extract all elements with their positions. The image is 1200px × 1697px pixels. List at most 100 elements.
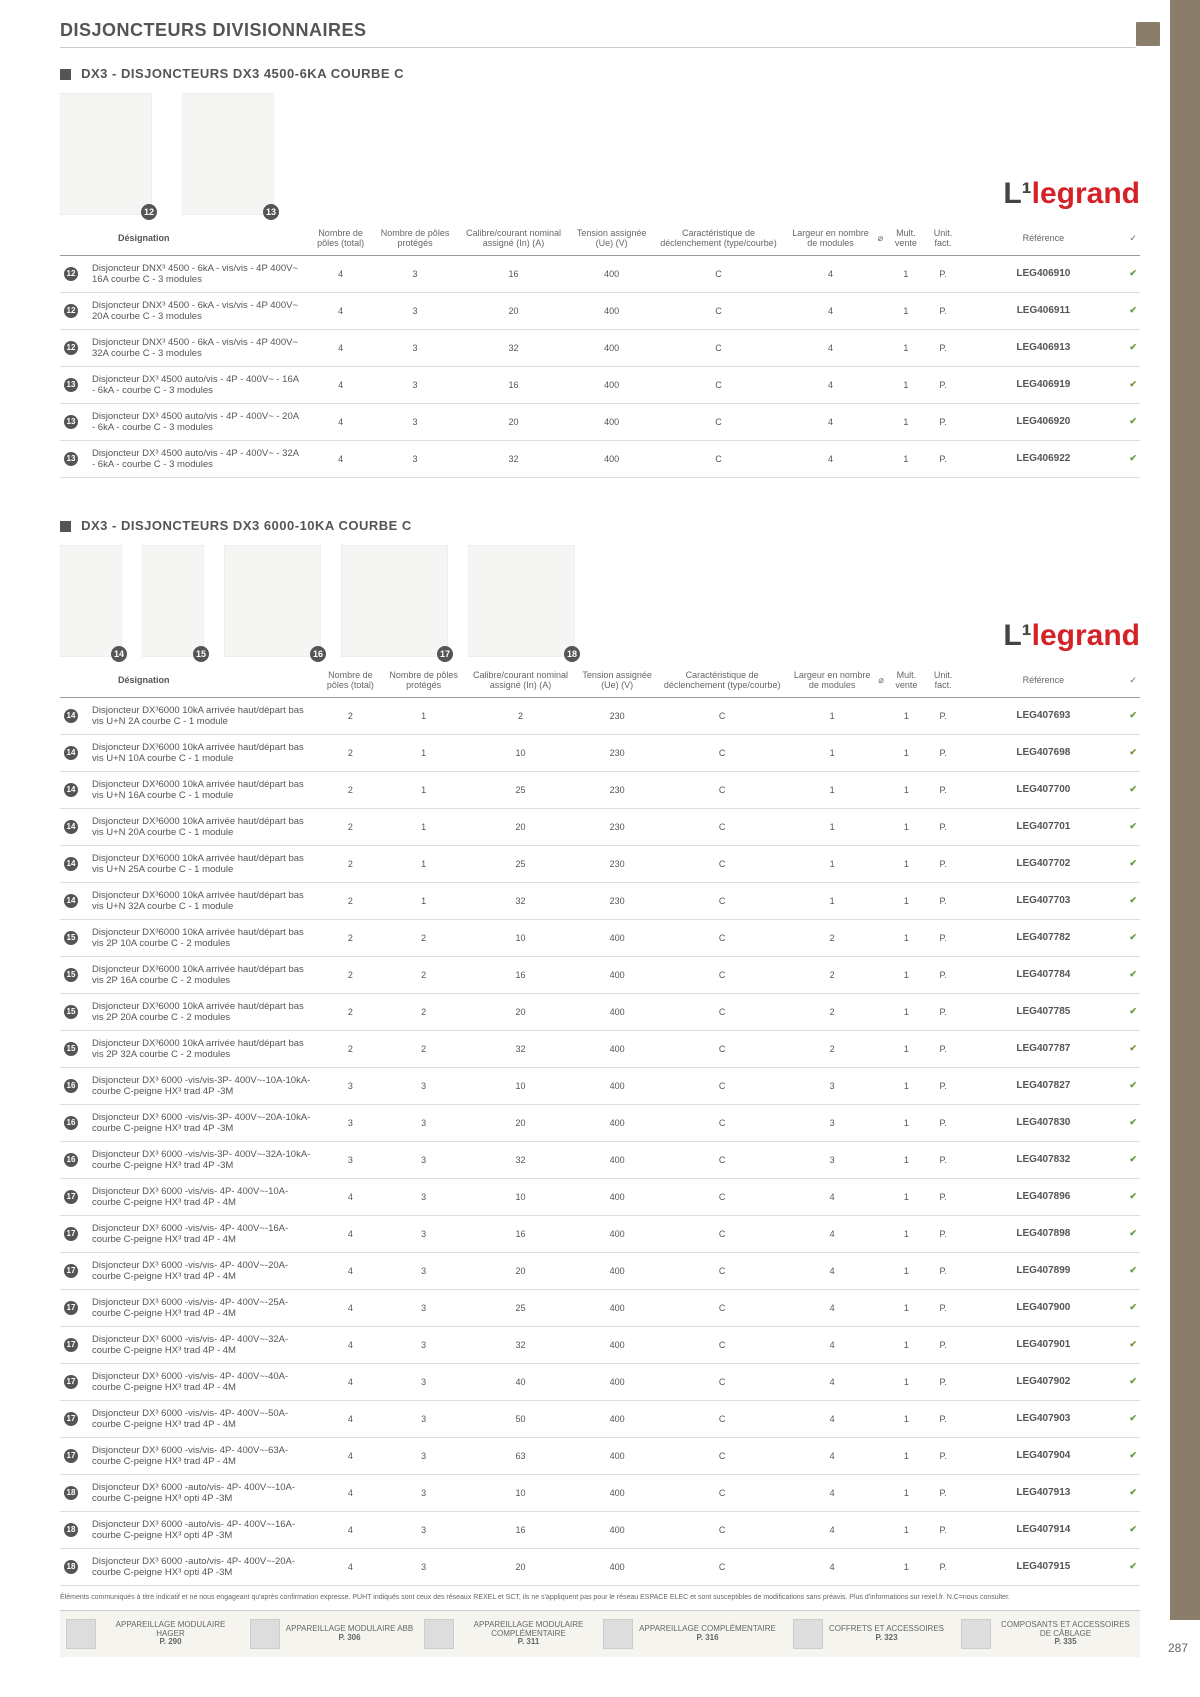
- cell-tension: 400: [579, 919, 656, 956]
- cell-carac: C: [651, 255, 787, 292]
- cell-reference: LEG406911: [960, 292, 1126, 329]
- cell-poles-prot: 3: [385, 1104, 462, 1141]
- cell-unit: P.: [926, 1215, 960, 1252]
- cell-reference: LEG407787: [960, 1030, 1126, 1067]
- row-badge: 16: [64, 1153, 78, 1167]
- cell-poles-total: 4: [316, 1437, 385, 1474]
- footer-nav-item[interactable]: APPAREILLAGE MODULAIRE HAGERP. 290: [66, 1619, 239, 1649]
- cell-designation: Disjoncteur DX³ 6000 -auto/vis- 4P- 400V…: [88, 1548, 316, 1585]
- image-badge: 17: [437, 646, 453, 662]
- image-badge: 16: [310, 646, 326, 662]
- footer-thumb: [424, 1619, 454, 1649]
- cell-poles-prot: 2: [385, 919, 462, 956]
- cell-wifi: [875, 366, 886, 403]
- cell-tension: 400: [573, 366, 651, 403]
- stock-check-icon: ✔: [1126, 919, 1140, 956]
- cell-calibre: 16: [454, 255, 573, 292]
- cell-tension: 230: [579, 845, 656, 882]
- cell-poles-prot: 1: [385, 845, 462, 882]
- cell-poles-total: 4: [316, 1363, 385, 1400]
- image-badge: 15: [193, 646, 209, 662]
- cell-reference: LEG407830: [960, 1104, 1126, 1141]
- cell-reference: LEG406919: [960, 366, 1126, 403]
- footer-nav-item[interactable]: COMPOSANTS ET ACCESSOIRES DE CÂBLAGEP. 3…: [961, 1619, 1134, 1649]
- row-badge: 17: [64, 1338, 78, 1352]
- footer-nav-item[interactable]: COFFRETS ET ACCESSOIRESP. 323: [782, 1619, 955, 1649]
- cell-calibre: 10: [462, 1067, 579, 1104]
- cell-tension: 400: [579, 1400, 656, 1437]
- cell-poles-total: 4: [305, 440, 376, 477]
- table-row: 12Disjoncteur DNX³ 4500 - 6kA - vis/vis …: [60, 329, 1140, 366]
- cell-mult: 1: [886, 329, 926, 366]
- cell-carac: C: [655, 1400, 789, 1437]
- cell-designation: Disjoncteur DX³ 6000 -vis/vis- 4P- 400V~…: [88, 1252, 316, 1289]
- cell-wifi: [875, 440, 886, 477]
- footer-nav-item[interactable]: APPAREILLAGE MODULAIRE COMPLÉMENTAIREP. …: [424, 1619, 597, 1649]
- cell-reference: LEG406913: [960, 329, 1126, 366]
- cell-carac: C: [651, 292, 787, 329]
- cell-largeur: 4: [786, 255, 874, 292]
- cell-mult: 1: [887, 771, 926, 808]
- table-row: 15Disjoncteur DX³6000 10kA arrivée haut/…: [60, 1030, 1140, 1067]
- stock-check-icon: ✔: [1126, 1067, 1140, 1104]
- table-row: 15Disjoncteur DX³6000 10kA arrivée haut/…: [60, 993, 1140, 1030]
- cell-poles-prot: 1: [385, 734, 462, 771]
- cell-poles-prot: 1: [385, 771, 462, 808]
- cell-reference: LEG407701: [960, 808, 1126, 845]
- cell-largeur: 4: [789, 1289, 875, 1326]
- cell-unit: P.: [926, 440, 961, 477]
- cell-mult: 1: [886, 403, 926, 440]
- footer-nav-item[interactable]: APPAREILLAGE COMPLÉMENTAIREP. 316: [603, 1619, 776, 1649]
- row-badge: 15: [64, 931, 78, 945]
- cell-designation: Disjoncteur DNX³ 4500 - 6kA - vis/vis - …: [88, 255, 305, 292]
- cell-carac: C: [655, 1326, 789, 1363]
- col-calibre: Calibre/courant nominal assigné (In) (A): [462, 665, 579, 697]
- stock-check-icon: ✔: [1126, 1400, 1140, 1437]
- cell-tension: 230: [579, 771, 656, 808]
- cell-largeur: 4: [786, 329, 874, 366]
- cell-poles-total: 3: [316, 1104, 385, 1141]
- cell-poles-prot: 2: [385, 956, 462, 993]
- cell-mult: 1: [886, 292, 926, 329]
- stock-check-icon: ✔: [1126, 734, 1140, 771]
- row-badge: 13: [64, 378, 78, 392]
- row-badge: 12: [64, 304, 78, 318]
- cell-mult: 1: [886, 255, 926, 292]
- cell-unit: P.: [926, 366, 961, 403]
- cell-poles-total: 2: [316, 771, 385, 808]
- cell-poles-prot: 3: [385, 1363, 462, 1400]
- product-image: 17: [341, 545, 448, 657]
- cell-reference: LEG407827: [960, 1067, 1126, 1104]
- cell-calibre: 10: [462, 734, 579, 771]
- cell-calibre: 16: [462, 1511, 579, 1548]
- cell-tension: 400: [573, 440, 651, 477]
- cell-unit: P.: [926, 993, 960, 1030]
- col-ref: Référence: [960, 665, 1126, 697]
- cell-calibre: 25: [462, 771, 579, 808]
- cell-poles-prot: 2: [385, 1030, 462, 1067]
- sidebar-stripe: [1170, 0, 1200, 1620]
- image-badge: 12: [141, 204, 157, 220]
- table-row: 12Disjoncteur DNX³ 4500 - 6kA - vis/vis …: [60, 292, 1140, 329]
- cell-mult: 1: [887, 1437, 926, 1474]
- disclaimer: Éléments communiqués à titre indicatif e…: [60, 1594, 1140, 1602]
- cell-designation: Disjoncteur DX³ 4500 auto/vis - 4P - 400…: [88, 440, 305, 477]
- footer-nav-item[interactable]: APPAREILLAGE MODULAIRE ABBP. 306: [245, 1619, 418, 1649]
- cell-tension: 400: [579, 1363, 656, 1400]
- cell-mult: 1: [887, 1400, 926, 1437]
- cell-tension: 400: [579, 1474, 656, 1511]
- table-row: 17Disjoncteur DX³ 6000 -vis/vis- 4P- 400…: [60, 1178, 1140, 1215]
- cell-designation: Disjoncteur DX³ 6000 -vis/vis- 4P- 400V~…: [88, 1400, 316, 1437]
- row-badge: 15: [64, 1005, 78, 1019]
- row-badge: 14: [64, 746, 78, 760]
- row-badge: 17: [64, 1301, 78, 1315]
- table-row: 17Disjoncteur DX³ 6000 -vis/vis- 4P- 400…: [60, 1437, 1140, 1474]
- cell-mult: 1: [887, 1252, 926, 1289]
- stock-check-icon: ✔: [1126, 882, 1140, 919]
- footer-nav-label: APPAREILLAGE MODULAIRE HAGERP. 290: [102, 1621, 239, 1647]
- cell-unit: P.: [926, 919, 960, 956]
- cell-calibre: 32: [454, 329, 573, 366]
- row-badge: 14: [64, 857, 78, 871]
- table-row: 14Disjoncteur DX³6000 10kA arrivée haut/…: [60, 808, 1140, 845]
- cell-reference: LEG407698: [960, 734, 1126, 771]
